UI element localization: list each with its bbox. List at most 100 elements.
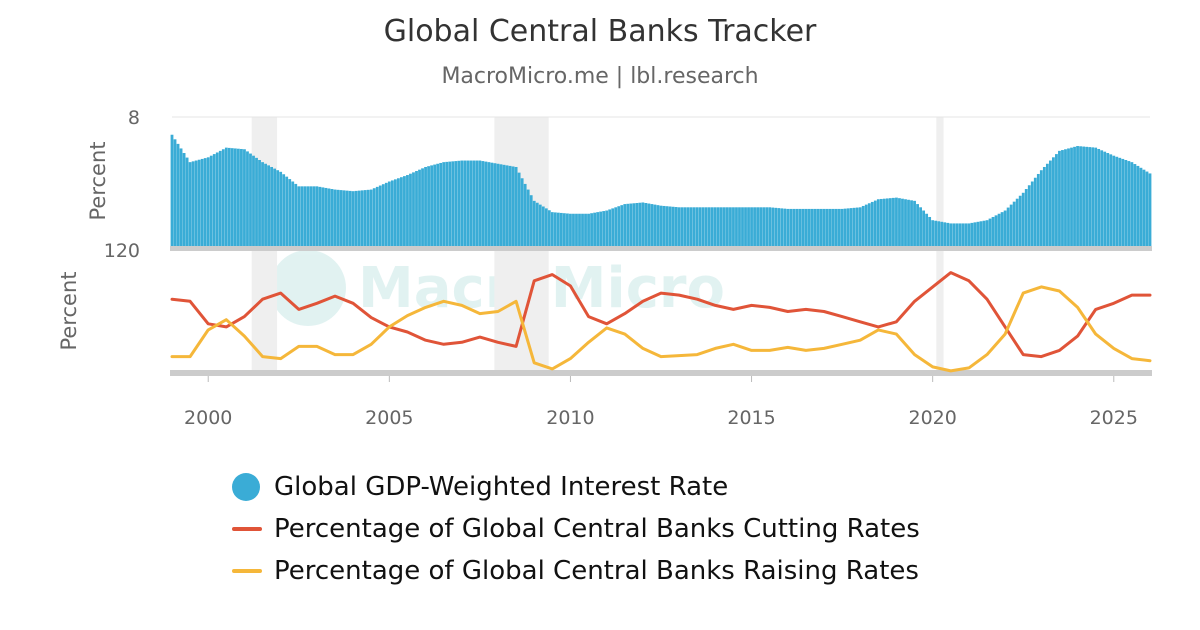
interest-rate-bar: [1070, 147, 1073, 246]
interest-rate-bar: [490, 162, 494, 246]
interest-rate-bar: [1012, 201, 1016, 246]
interest-rate-bar: [756, 207, 759, 246]
interest-rate-bar: [348, 190, 352, 246]
interest-rate-bar: [1009, 204, 1013, 246]
interest-rate-bar: [556, 212, 560, 246]
interest-rate-bar: [1118, 157, 1122, 246]
interest-rate-bar: [1003, 210, 1007, 246]
interest-rate-bar: [1064, 149, 1067, 246]
interest-rate-bar: [904, 199, 907, 246]
interest-rate-bar: [566, 213, 569, 246]
interest-rate-bar: [336, 189, 340, 246]
interest-rate-bar: [303, 186, 307, 246]
interest-rate-bar: [472, 160, 476, 246]
interest-rate-bar: [861, 205, 865, 246]
interest-rate-bar: [1115, 156, 1119, 246]
interest-rate-bar: [997, 213, 1001, 246]
interest-rate-bar: [218, 150, 222, 246]
interest-rate-bar: [224, 147, 228, 246]
interest-rate-bar: [1133, 164, 1137, 246]
interest-rate-bar: [620, 205, 624, 246]
interest-rate-bar: [294, 183, 298, 246]
interest-rate-bar: [1006, 207, 1010, 246]
interest-rate-bar: [182, 153, 186, 246]
interest-rate-bar: [424, 166, 427, 246]
interest-rate-bar: [418, 169, 421, 246]
interest-rate-bar: [1082, 146, 1085, 246]
interest-rate-bar: [529, 195, 533, 246]
interest-rate-bar: [873, 200, 877, 246]
legend-item-raising[interactable]: Percentage of Global Central Banks Raisi…: [232, 550, 920, 592]
interest-rate-bar: [659, 205, 663, 246]
x-tick-label: 2010: [546, 407, 594, 429]
legend-line-icon: [232, 569, 262, 573]
interest-rate-bar: [692, 207, 696, 246]
interest-rate-bar: [653, 204, 657, 246]
interest-rate-bar: [650, 204, 654, 246]
interest-rate-bar: [892, 197, 895, 246]
interest-rate-bar: [484, 161, 488, 246]
interest-rate-bar: [1085, 146, 1089, 246]
interest-rate-bar: [1048, 160, 1052, 246]
legend-item-cutting[interactable]: Percentage of Global Central Banks Cutti…: [232, 508, 920, 550]
interest-rate-bar: [1142, 169, 1146, 246]
interest-rate-bar: [1145, 171, 1149, 246]
interest-rate-bar: [563, 213, 566, 246]
interest-rate-bar: [249, 153, 252, 246]
interest-rate-bar: [569, 213, 572, 246]
interest-rate-bar: [297, 186, 301, 246]
interest-rate-bar: [575, 213, 578, 246]
raising-rates-line: [170, 285, 1152, 373]
interest-rate-bar: [318, 186, 322, 246]
interest-rate-bar: [819, 208, 823, 246]
interest-rate-bar: [584, 213, 587, 246]
interest-rate-bar: [1045, 163, 1049, 246]
interest-rate-bar: [1055, 154, 1058, 246]
interest-rate-bar: [910, 200, 913, 246]
interest-rate-bar: [1106, 153, 1110, 246]
interest-rate-bar: [433, 164, 437, 246]
cutting-rates-line: [170, 271, 1152, 359]
interest-rate-bar: [381, 184, 385, 246]
interest-rate-bar: [451, 161, 455, 246]
interest-rate-bar: [729, 207, 732, 246]
interest-rate-bar: [1042, 166, 1046, 246]
legend-label: Global GDP-Weighted Interest Rate: [274, 472, 729, 502]
interest-rate-bar: [439, 162, 443, 246]
interest-rate-bar: [611, 208, 615, 246]
legend-line-icon: [232, 527, 262, 531]
interest-rate-bar: [858, 207, 862, 246]
interest-rate-bar: [237, 148, 240, 246]
interest-rate-bar: [538, 204, 542, 246]
interest-rate-bar: [454, 161, 458, 246]
interest-rate-bar: [412, 172, 415, 246]
interest-rate-bar: [750, 207, 753, 246]
interest-rate-bar: [994, 215, 998, 246]
legend-item-interest-rate[interactable]: Global GDP-Weighted Interest Rate: [232, 466, 920, 508]
interest-rate-bar: [834, 208, 838, 246]
bottom-ytick-label: 120: [104, 240, 140, 262]
interest-rate-bar: [469, 160, 473, 246]
interest-rate-bar: [846, 208, 850, 246]
interest-rate-bar: [496, 163, 500, 246]
x-tick-label: 2020: [908, 407, 956, 429]
interest-rate-bar: [590, 213, 593, 246]
interest-rate-bar: [1058, 150, 1061, 246]
interest-rate-bar: [312, 186, 316, 246]
interest-rate-bar: [632, 203, 636, 246]
interest-rate-bar: [282, 174, 286, 246]
interest-rate-bar: [901, 198, 904, 246]
interest-rate-bar: [831, 208, 835, 246]
interest-rate-bar: [279, 171, 283, 246]
interest-rate-bar: [668, 206, 672, 246]
interest-rate-bar: [973, 222, 977, 246]
interest-rate-bar: [759, 207, 763, 246]
top-ylabel: Percent: [86, 141, 110, 220]
interest-rate-bar: [203, 158, 207, 246]
interest-rate-bar: [1076, 146, 1079, 246]
interest-rate-bar: [852, 207, 856, 246]
interest-rate-bar: [665, 206, 669, 246]
bottom-ylabel: Percent: [57, 271, 81, 350]
interest-rate-bar: [396, 178, 400, 246]
